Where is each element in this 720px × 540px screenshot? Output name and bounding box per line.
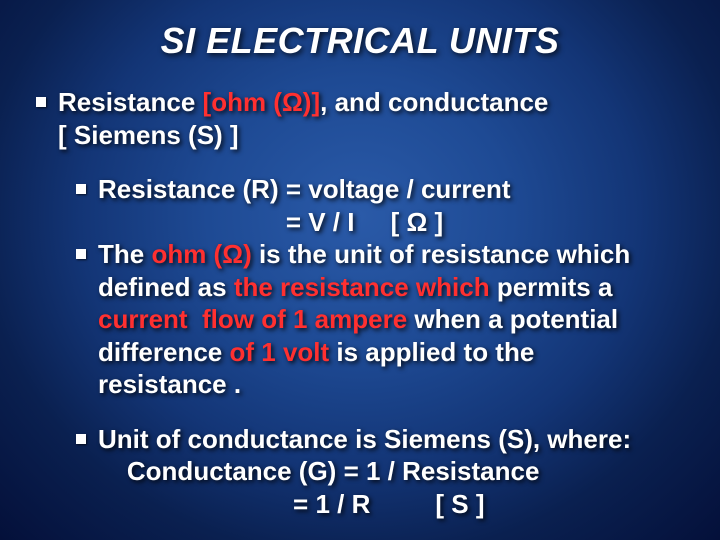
bullet-4-line2: Conductance (G) = 1 / Resistance [36, 455, 684, 488]
b1a-pre: Resistance [58, 87, 203, 117]
b3d-pre: difference [98, 337, 230, 367]
b3c-post: when a potential [407, 304, 618, 334]
bullet-icon [36, 97, 46, 107]
bullet-2: Resistance (R) = voltage / current [36, 173, 684, 206]
bullet-3: The ohm (Ω) is the unit of resistance wh… [36, 238, 684, 271]
bullet-3-line4: difference of 1 volt is applied to the [36, 336, 684, 369]
b1a-red: [ohm (Ω)] [203, 87, 321, 117]
b3a-post: is the unit of resistance which [252, 239, 631, 269]
bullet-1-text: Resistance [ohm (Ω)], and conductance [58, 86, 548, 119]
b3b-pre: defined as [98, 272, 234, 302]
bullet-icon [76, 434, 86, 444]
bullet-4: Unit of conductance is Siemens (S), wher… [36, 423, 684, 456]
bullet-2-text: Resistance (R) = voltage / current [98, 173, 511, 206]
b3a-red: ohm (Ω) [151, 239, 251, 269]
bullet-icon [76, 184, 86, 194]
bullet-3-line3: current flow of 1 ampere when a potentia… [36, 303, 684, 336]
b3d-post: is applied to the [329, 337, 534, 367]
b3a-pre: The [98, 239, 151, 269]
spacer [36, 151, 684, 173]
b1a-post: , and conductance [320, 87, 548, 117]
bullet-2-cont: = V / I [ Ω ] [36, 206, 684, 239]
bullet-1-cont: [ Siemens (S) ] [36, 119, 684, 152]
bullet-1: Resistance [ohm (Ω)], and conductance [36, 86, 684, 119]
bullet-4-line3: = 1 / R [ S ] [36, 488, 684, 521]
bullet-4-text: Unit of conductance is Siemens (S), wher… [98, 423, 631, 456]
bullet-3-line2: defined as the resistance which permits … [36, 271, 684, 304]
bullet-3-line5: resistance . [36, 368, 684, 401]
b3c-red: current flow of 1 ampere [98, 304, 407, 334]
spacer [36, 401, 684, 423]
slide: SI ELECTRICAL UNITS Resistance [ohm (Ω)]… [0, 0, 720, 540]
slide-title: SI ELECTRICAL UNITS [36, 20, 684, 62]
b3d-red: of 1 volt [230, 337, 330, 367]
bullet-3-text: The ohm (Ω) is the unit of resistance wh… [98, 238, 630, 271]
bullet-icon [76, 249, 86, 259]
b3b-red: the resistance which [234, 272, 490, 302]
b3b-post: permits a [490, 272, 613, 302]
